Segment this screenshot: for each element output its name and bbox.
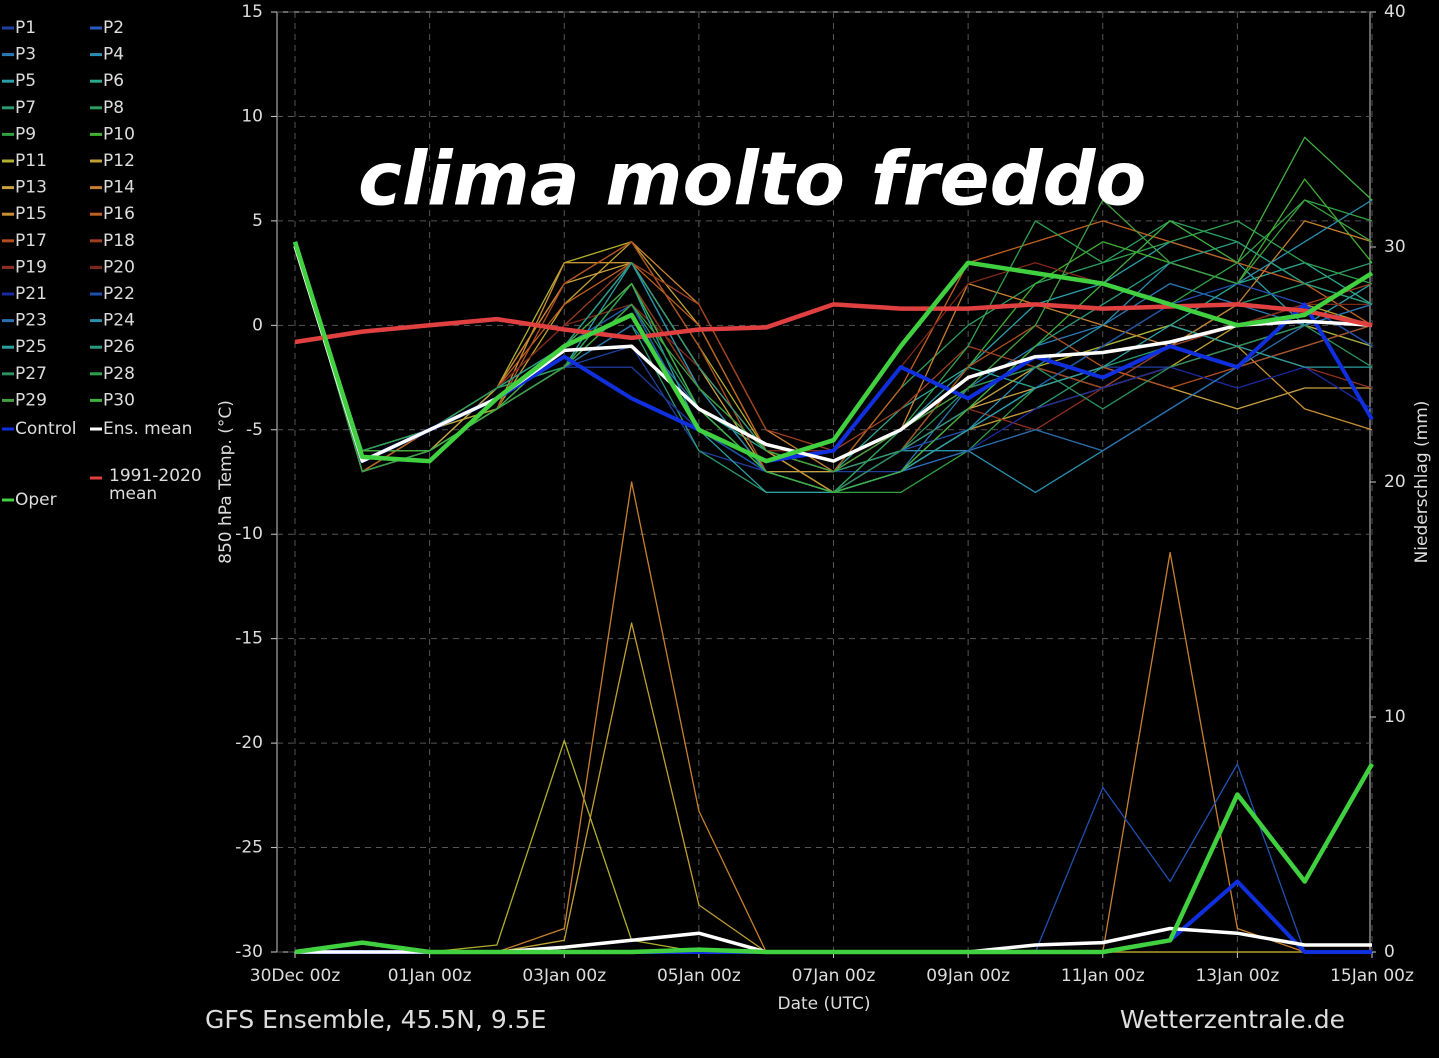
overlay-title: clima molto freddo — [358, 137, 1146, 223]
y-axis-label: 850 hPa Temp. (°C) — [216, 400, 236, 564]
temperature-line — [294, 136, 1373, 494]
legend-label-box: 1991-2020 mean — [109, 467, 202, 504]
y-tick-label: -10 — [235, 524, 263, 544]
x-tick-label: 09Jan 00z — [926, 966, 1010, 986]
x-axis-label: Date (UTC) — [777, 994, 870, 1014]
temperature-line — [292, 241, 1374, 464]
legend-label: P28 — [103, 364, 135, 384]
legend-label: P13 — [15, 178, 47, 198]
legend-label: P3 — [15, 45, 36, 65]
x-tick-label: 05Jan 00z — [657, 966, 741, 986]
y-tick-label: -5 — [246, 420, 263, 440]
x-tick-label: 15Jan 00z — [1330, 966, 1414, 986]
precipitation-line — [294, 762, 1374, 955]
legend-label: P24 — [103, 311, 135, 331]
legend-label: 1991-2020 mean — [109, 467, 202, 504]
legend-label: P15 — [15, 204, 47, 224]
legend-label: P5 — [15, 71, 36, 91]
legend-label: P6 — [103, 71, 124, 91]
y2-tick-label: 0 — [1384, 942, 1395, 962]
x-tick-label: 01Jan 00z — [388, 966, 472, 986]
legend-label: P25 — [15, 337, 47, 357]
legend-label: P1 — [15, 18, 36, 38]
legend-label: P27 — [15, 364, 47, 384]
legend-label: P12 — [103, 151, 135, 171]
footer-right: Wetterzentrale.de — [1120, 1005, 1345, 1034]
legend-label: P21 — [15, 284, 47, 304]
legend-label: P23 — [15, 311, 47, 331]
legend-label: P14 — [103, 178, 135, 198]
y-tick-label: -25 — [235, 838, 263, 858]
y2-axis-label: Niederschlag (mm) — [1412, 401, 1432, 564]
legend-label: P22 — [103, 284, 135, 304]
legend-label: P16 — [103, 204, 135, 224]
y-tick-label: -15 — [235, 629, 263, 649]
x-tick-label: 11Jan 00z — [1061, 966, 1145, 986]
x-tick-label: 03Jan 00z — [522, 966, 606, 986]
y-tick-label: 15 — [241, 2, 263, 22]
legend-label: P29 — [15, 390, 47, 410]
legend-label: P10 — [103, 124, 135, 144]
y2-tick-label: 30 — [1384, 237, 1406, 257]
legend-label: P9 — [15, 124, 36, 144]
y-tick-label: -20 — [235, 733, 263, 753]
legend-label: Oper — [15, 490, 57, 510]
y2-tick-label: 40 — [1384, 2, 1406, 22]
temperature-line — [294, 302, 1373, 345]
legend-label: Ens. mean — [103, 419, 192, 439]
y2-tick-label: 20 — [1384, 472, 1406, 492]
x-tick-label: 13Jan 00z — [1195, 966, 1279, 986]
legend-label: P30 — [103, 390, 135, 410]
legend-label: P2 — [103, 18, 124, 38]
x-tick-label: 07Jan 00z — [792, 966, 876, 986]
legend-label: Control — [15, 419, 76, 439]
legend-label: P18 — [103, 231, 135, 251]
y-tick-label: 5 — [252, 211, 263, 231]
legend-label: P4 — [103, 45, 124, 65]
legend-label: P8 — [103, 98, 124, 118]
temperature-line — [293, 245, 1373, 463]
y-tick-label: 0 — [252, 315, 263, 335]
legend-label: P11 — [15, 151, 47, 171]
x-tick-label: 30Dec 00z — [250, 966, 341, 986]
footer-left: GFS Ensemble, 45.5N, 9.5E — [205, 1005, 546, 1034]
legend-label: P7 — [15, 98, 36, 118]
y2-tick-label: 10 — [1384, 707, 1406, 727]
y-tick-label: 10 — [241, 106, 263, 126]
legend-label: P17 — [15, 231, 47, 251]
y-tick-label: -30 — [235, 942, 263, 962]
legend-label: P19 — [15, 257, 47, 277]
legend-label: P26 — [103, 337, 135, 357]
legend-label: P20 — [103, 257, 135, 277]
